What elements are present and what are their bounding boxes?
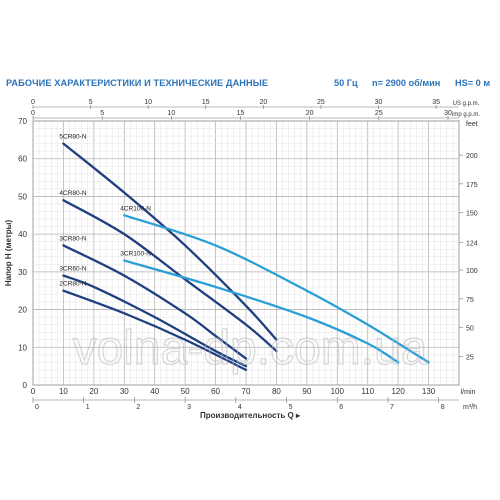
- curve-5cr80-n: [62, 142, 278, 341]
- feet-tick-label: 100: [466, 268, 478, 275]
- imp-gpm-tick-label: 20: [306, 110, 314, 117]
- feet-unit-label: feet: [466, 121, 478, 128]
- y-tick-label: 10: [18, 343, 27, 352]
- us-gpm-tick-label: 10: [144, 99, 152, 106]
- imp-gpm-tick-label: 0: [31, 110, 35, 117]
- feet-tick-label: 25: [466, 354, 474, 361]
- frequency-label: 50 Гц: [334, 78, 358, 88]
- y-axis-label: Напор Н (метры): [4, 220, 13, 287]
- curves: [62, 142, 430, 372]
- m3h-tick-label: 6: [339, 404, 343, 411]
- y-tick-label: 20: [18, 306, 27, 315]
- x-tick-label: 60: [211, 387, 220, 396]
- suction-height-label: HS= 0 м: [455, 78, 491, 88]
- us-gpm-tick-label: 25: [317, 99, 325, 106]
- m3h-tick-label: 7: [390, 404, 394, 411]
- y-tick-label: 40: [18, 230, 27, 239]
- imp-gpm-tick-label: 15: [237, 110, 245, 117]
- curve-label-3cr60-n: 3CR60-N: [59, 266, 86, 273]
- m3h-tick-label: 0: [35, 404, 39, 411]
- x-tick-label: 30: [120, 387, 129, 396]
- curve-label-5cr80-n: 5CR80-N: [59, 134, 86, 141]
- us-gpm-tick-label: 15: [202, 99, 210, 106]
- imp-gpm-tick-label: 5: [100, 110, 104, 117]
- us-gpm-tick-label: 5: [89, 99, 93, 106]
- imp-gpm-tick-label: 30: [444, 110, 452, 117]
- us-gpm-tick-label: 35: [432, 99, 440, 106]
- x-unit-label: l/min: [461, 389, 476, 396]
- m3h-tick-label: 1: [86, 404, 90, 411]
- x-tick-label: 80: [272, 387, 281, 396]
- curve-label-4cr80-n: 4CR80-N: [59, 190, 86, 197]
- m3h-tick-label: 2: [136, 404, 140, 411]
- x-axis-label: Производительность Q ▸: [200, 411, 301, 420]
- x-tick-label: 100: [331, 387, 345, 396]
- y-tick-label: 50: [18, 192, 27, 201]
- m3h-tick-label: 8: [441, 404, 445, 411]
- imp-gpm-tick-label: 25: [375, 110, 383, 117]
- x-tick-label: 0: [31, 387, 36, 396]
- feet-tick-label: 75: [466, 297, 474, 304]
- us-gpm-unit-label: US g.p.m.: [453, 101, 480, 107]
- speed-label: n= 2900 об/мин: [372, 78, 441, 88]
- x-tick-label: 10: [59, 387, 68, 396]
- m3h-tick-label: 3: [187, 404, 191, 411]
- curve-label-2cr80-n: 2CR80-N: [59, 281, 86, 288]
- feet-tick-label: 124: [466, 240, 478, 247]
- y-tick-label: 0: [23, 381, 28, 390]
- us-gpm-tick-label: 20: [259, 99, 267, 106]
- curve-3cr80-n: [62, 244, 248, 360]
- curve-3cr100-n: [123, 259, 400, 364]
- us-gpm-tick-label: 30: [375, 99, 383, 106]
- curve-label-3cr100-n: 3CR100-N: [120, 251, 151, 258]
- curve-label-4cr100-n: 4CR100-N: [120, 205, 151, 212]
- imp-gpm-unit-label: imp g.p.m.: [452, 112, 480, 118]
- x-tick-label: 120: [391, 387, 405, 396]
- curve-3cr60-n: [62, 274, 248, 368]
- x-tick-label: 20: [89, 387, 98, 396]
- m3h-tick-label: 5: [289, 404, 293, 411]
- page-title: РАБОЧИЕ ХАРАКТЕРИСТИКИ И ТЕХНИЧЕСКИЕ ДАН…: [6, 78, 269, 88]
- x-tick-label: 110: [361, 387, 374, 396]
- curve-4cr100-n: [123, 214, 430, 364]
- x-tick-label: 40: [150, 387, 159, 396]
- watermark: volna-dp.com.ua: [73, 322, 428, 375]
- m3h-tick-label: 4: [238, 404, 242, 411]
- m3h-unit-label: m³/h: [463, 404, 477, 411]
- curve-2cr80-n: [62, 289, 248, 372]
- y-tick-label: 30: [18, 268, 27, 277]
- feet-tick-label: 200: [466, 153, 478, 160]
- y-tick-label: 60: [18, 155, 27, 164]
- x-tick-label: 70: [242, 387, 251, 396]
- y-tick-label: 70: [18, 117, 27, 126]
- x-tick-label: 130: [422, 387, 436, 396]
- feet-tick-label: 150: [466, 211, 478, 218]
- feet-tick-label: 50: [466, 326, 474, 333]
- x-tick-label: 50: [181, 387, 190, 396]
- curve-labels: 5CR80-N 4CR80-N 3CR80-N 3CR60-N 2CR80-N 4CR10…: [59, 134, 151, 288]
- grid: [32, 120, 460, 386]
- curve-label-3cr80-n: 3CR80-N: [59, 235, 86, 242]
- x-tick-label: 90: [302, 387, 311, 396]
- curve-4cr80-n: [62, 199, 278, 353]
- imp-gpm-tick-label: 10: [167, 110, 175, 117]
- feet-tick-label: 175: [466, 182, 478, 189]
- us-gpm-tick-label: 0: [31, 99, 35, 106]
